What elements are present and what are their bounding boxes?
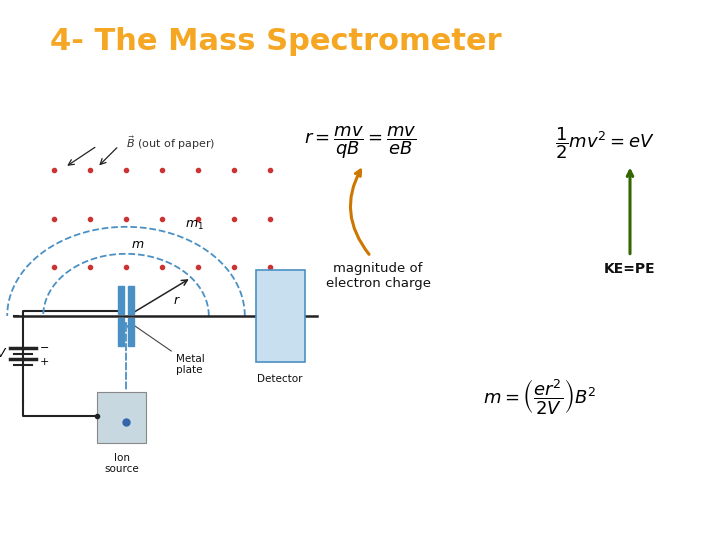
Bar <box>128 318 134 346</box>
Text: $\dfrac{1}{2}mv^2 = eV$: $\dfrac{1}{2}mv^2 = eV$ <box>555 125 654 161</box>
Text: $m$: $m$ <box>130 238 144 251</box>
Text: magnitude of
electron charge: magnitude of electron charge <box>325 262 431 290</box>
Text: $\vec{B}$ (out of paper): $\vec{B}$ (out of paper) <box>126 134 215 152</box>
Text: $r$: $r$ <box>173 294 180 307</box>
Text: 4- The Mass Spectrometer: 4- The Mass Spectrometer <box>50 27 502 56</box>
Text: $+$: $+$ <box>39 356 49 367</box>
Text: $r = \dfrac{mv}{qB} = \dfrac{mv}{eB}$: $r = \dfrac{mv}{qB} = \dfrac{mv}{eB}$ <box>304 125 416 161</box>
Text: $m = \left(\dfrac{er^2}{2V}\right)B^2$: $m = \left(\dfrac{er^2}{2V}\right)B^2$ <box>483 377 597 416</box>
Bar <box>97 392 146 443</box>
Text: Metal
plate: Metal plate <box>130 323 205 375</box>
Text: Ion
source: Ion source <box>104 453 139 474</box>
Bar <box>128 286 134 314</box>
Bar <box>256 270 305 362</box>
Text: $-$: $-$ <box>39 341 49 350</box>
Text: KE=PE: KE=PE <box>604 262 656 276</box>
Bar <box>118 286 124 314</box>
Text: $V$: $V$ <box>0 347 7 360</box>
Bar <box>118 318 124 346</box>
Text: $m_1$: $m_1$ <box>185 219 204 232</box>
Text: Detector: Detector <box>257 374 303 384</box>
